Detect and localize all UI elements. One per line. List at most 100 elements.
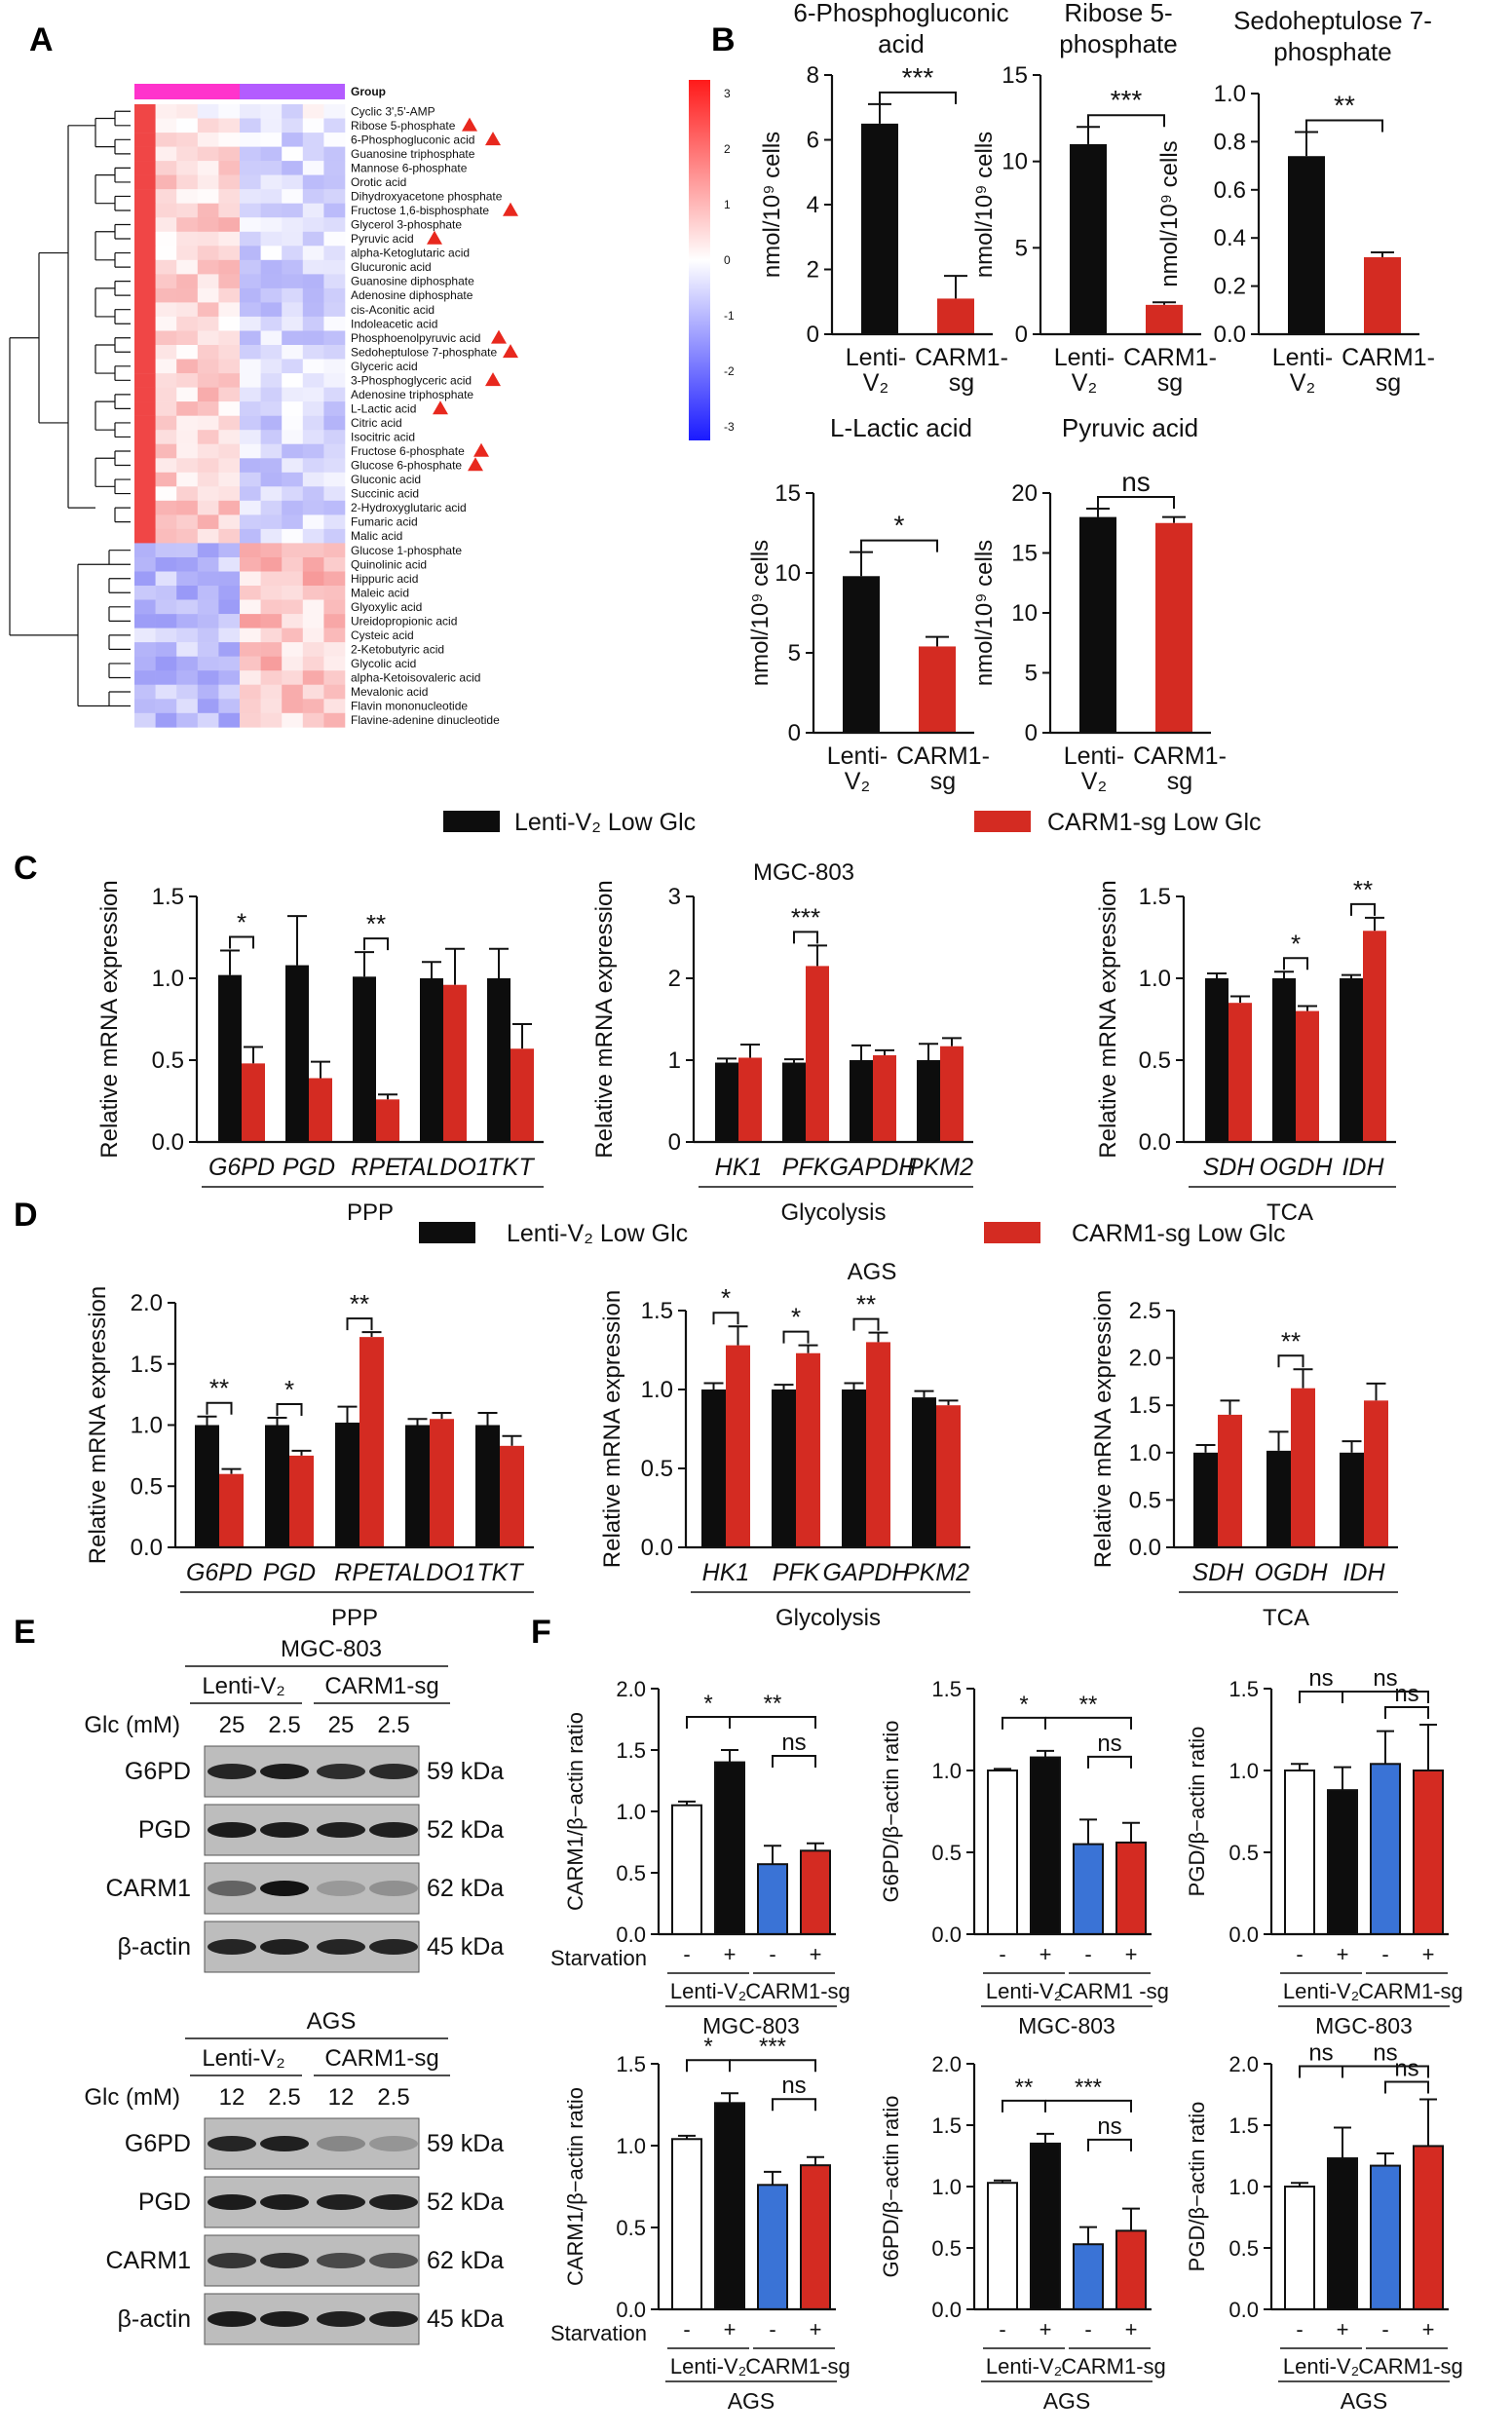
heatmap-cell [197, 642, 219, 657]
heatmap-cell [176, 246, 199, 261]
heatmap-cell [240, 656, 261, 671]
heatmap-cell [302, 118, 324, 133]
starvation-sign: + [724, 1942, 737, 1966]
bar [1364, 256, 1401, 334]
legend-d-carm-swatch [984, 1222, 1040, 1243]
heatmap-cell [155, 316, 177, 331]
heatmap-cell [134, 104, 156, 119]
legend-d-carm-label: CARM1-sg Low Glc [1072, 1220, 1286, 1247]
heatmap-cell [197, 161, 219, 175]
bar [866, 1342, 890, 1547]
chart-title: Sedoheptulose 7- [1233, 6, 1432, 35]
heatmap-cell [323, 642, 346, 657]
heatmap-cell [260, 586, 283, 600]
legend-d-lenti-label: Lenti-V₂ Low Glc [507, 1220, 688, 1247]
bar [726, 1345, 750, 1547]
protein-band [369, 2194, 418, 2210]
heatmap-cell [197, 443, 219, 459]
heatmap-cell [323, 231, 346, 247]
chart-title: Ribose 5- [1064, 0, 1172, 27]
bar [936, 1405, 961, 1547]
heatmap-row-label: Mevalonic acid [351, 685, 428, 699]
starvation-sign: - [1084, 1942, 1091, 1966]
protein-band [208, 2194, 256, 2210]
heatmap-cell [155, 656, 177, 671]
heatmap-cell [218, 642, 241, 657]
x-category-label: V₂ [863, 369, 888, 397]
bar [1193, 1452, 1218, 1547]
heatmap-cell [282, 571, 304, 587]
heatmap-row-label: Citric acid [351, 416, 402, 430]
heatmap-row-label: Quinolinic acid [351, 557, 427, 571]
flag-triangle-icon [503, 202, 518, 216]
heatmap-cell [176, 259, 199, 275]
y-tick-label: 1.5 [1139, 884, 1171, 910]
y-tick-label: 0.0 [1228, 1922, 1259, 1947]
bar [1370, 2164, 1401, 2311]
protein-band [369, 2311, 418, 2327]
heatmap-cell [197, 486, 219, 502]
significance-bracket [1002, 2099, 1046, 2112]
heatmap-cell [323, 217, 346, 233]
heatmap-cell [282, 387, 304, 402]
heatmap-row-label: Flavin mononucleotide [351, 700, 468, 713]
panel-label-a: A [29, 21, 54, 58]
heatmap-cell [218, 133, 241, 147]
chart-f2: 0.0 0.5 1.0 1.5 G6PD/β−actin ratio - + - + Lenti-… [879, 1677, 1169, 2038]
heatmap-cell [302, 316, 324, 331]
x-category-label: SDH [1192, 1559, 1245, 1586]
chart-c3: 0.0 0.5 1.0 1.5 Relative mRNA expression SDH O… [1095, 875, 1396, 1226]
heatmap-cell [155, 628, 177, 643]
protein-band [208, 1881, 256, 1896]
heatmap-cell [218, 699, 241, 714]
starvation-label: Starvation [550, 2321, 647, 2345]
y-tick-label: 0.8 [1214, 129, 1246, 155]
heatmap-cell [155, 642, 177, 657]
cell-line-label: MGC-803 [1018, 2013, 1115, 2038]
bar [1340, 978, 1363, 1142]
heatmap-cell [197, 472, 219, 487]
y-tick-label: 20 [1011, 480, 1038, 507]
heatmap-cell [323, 259, 346, 275]
protein-band [369, 2253, 418, 2268]
glc-value: 25 [328, 1712, 355, 1738]
y-tick-label: 0.0 [641, 1535, 673, 1561]
heatmap-cell [218, 712, 241, 728]
bar [1288, 156, 1325, 334]
y-tick-label: 0.0 [1228, 2298, 1259, 2322]
heatmap-cell [134, 217, 156, 233]
heatmap-cell [282, 712, 304, 728]
bar [443, 984, 467, 1142]
y-tick-label: 2.0 [1129, 1346, 1161, 1372]
y-axis-label: Relative mRNA expression [599, 1290, 625, 1568]
heatmap-cell [218, 415, 241, 431]
starvation-sign: + [1337, 1942, 1349, 1966]
panel-label-f: F [531, 1614, 551, 1651]
heatmap-cell [260, 571, 283, 587]
x-category-label: PFK [773, 1559, 821, 1586]
x-category-label: TALDO1 [397, 1154, 489, 1181]
heatmap-cell [302, 189, 324, 205]
bar [376, 1099, 399, 1142]
starvation-sign: - [1381, 1942, 1388, 1966]
heatmap-cell [260, 614, 283, 628]
flag-triangle-icon [485, 372, 501, 387]
carm-group-label: CARM1-sg [324, 2045, 438, 2072]
starvation-sign: + [810, 1942, 822, 1966]
bar [405, 1425, 430, 1547]
significance-label: *** [1075, 2074, 1102, 2101]
heatmap-cell [176, 217, 199, 233]
cell-line-label: MGC-803 [702, 2013, 800, 2038]
bar [1327, 2157, 1358, 2311]
significance-label: ns [1394, 1681, 1418, 1707]
x-category-label: GAPDH [823, 1559, 911, 1586]
heatmap-cell [323, 656, 346, 671]
heatmap-row-label: Hippuric acid [351, 572, 418, 586]
heatmap-cell [134, 246, 156, 261]
significance-bracket [852, 1317, 880, 1331]
y-tick-label: 0.0 [616, 2298, 646, 2322]
y-tick-label: 0.0 [1139, 1129, 1171, 1156]
y-tick-label: 0.5 [1228, 1841, 1259, 1865]
heatmap-cell [323, 174, 346, 190]
x-category-label: sg [949, 369, 974, 397]
